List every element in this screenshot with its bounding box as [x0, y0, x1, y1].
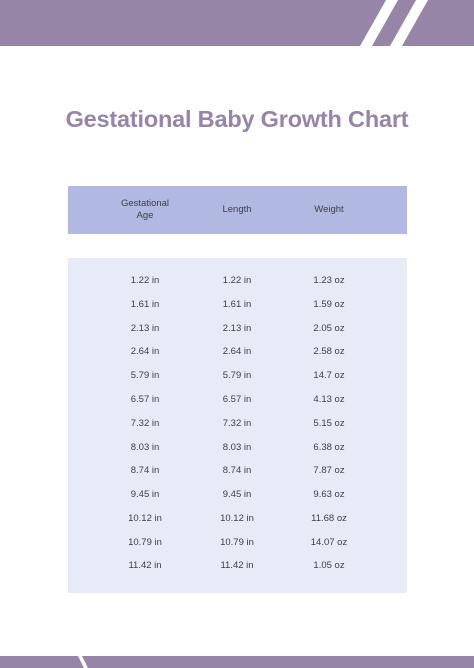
cell-weight: 6.38 oz [313, 442, 345, 453]
cell-weight: 7.87 oz [313, 465, 345, 476]
cell-length: 7.32 in [222, 418, 252, 429]
table-row: 7.32 in 7.32 in 5.15 oz [68, 414, 407, 434]
stripe-shape [390, 0, 428, 46]
cell-length: 2.13 in [222, 323, 252, 334]
table-row: 10.79 in 10.79 in 14.07 oz [68, 533, 407, 553]
table-row: 8.03 in 8.03 in 6.38 oz [68, 438, 407, 458]
table-row: 5.79 in 5.79 in 14.7 oz [68, 366, 407, 386]
column-header-gestational-age: Gestational Age [100, 186, 190, 234]
cell-gestational-age: 11.42 in [128, 560, 162, 571]
cell-weight: 1.05 oz [313, 560, 345, 571]
cell-gestational-age: 7.32 in [130, 418, 160, 429]
cell-gestational-age: 10.12 in [128, 513, 162, 524]
cell-gestational-age: 10.79 in [128, 537, 162, 548]
cell-weight: 4.13 oz [313, 394, 345, 405]
cell-weight: 9.63 oz [313, 489, 345, 500]
table-row: 1.22 in 1.22 in 1.23 oz [68, 271, 407, 291]
table-row: 2.13 in 2.13 in 2.05 oz [68, 319, 407, 339]
cell-gestational-age: 8.03 in [130, 442, 160, 453]
cell-length: 6.57 in [222, 394, 252, 405]
column-header-label: Gestational Age [120, 198, 170, 221]
cell-length: 10.79 in [220, 537, 254, 548]
top-band-shape [0, 0, 474, 46]
cell-gestational-age: 9.45 in [130, 489, 160, 500]
cell-length: 9.45 in [222, 489, 252, 500]
table-row: 2.64 in 2.64 in 2.58 oz [68, 342, 407, 362]
cell-length: 8.74 in [222, 465, 252, 476]
table-row: 9.45 in 9.45 in 9.63 oz [68, 485, 407, 505]
page-title: Gestational Baby Growth Chart [65, 106, 409, 132]
bottom-decorative-band [0, 656, 474, 668]
bottom-band-shape [0, 656, 474, 668]
cell-length: 5.79 in [222, 370, 252, 381]
cell-length: 1.22 in [222, 275, 252, 286]
band-segment [82, 656, 474, 668]
cell-gestational-age: 6.57 in [130, 394, 160, 405]
cell-weight: 11.68 oz [311, 513, 347, 524]
cell-gestational-age: 1.61 in [130, 299, 160, 310]
column-header-length: Length [192, 186, 282, 234]
top-decorative-band [0, 0, 474, 46]
cell-gestational-age: 5.79 in [130, 370, 160, 381]
column-header-label: Weight [314, 204, 344, 215]
cell-weight: 1.59 oz [313, 299, 345, 310]
cell-length: 10.12 in [220, 513, 254, 524]
cell-length: 1.61 in [222, 299, 252, 310]
table-row: 11.42 in 11.42 in 1.05 oz [68, 556, 407, 576]
cell-weight: 14.7 oz [313, 370, 345, 381]
table-body: 1.22 in 1.22 in 1.23 oz 1.61 in 1.61 in … [68, 258, 407, 593]
cell-weight: 5.15 oz [313, 418, 345, 429]
band-segment [0, 656, 84, 668]
cell-weight: 14.07 oz [310, 537, 348, 548]
column-header-label: Length [222, 204, 252, 215]
cell-gestational-age: 2.64 in [130, 346, 160, 357]
cell-gestational-age: 8.74 in [130, 465, 160, 476]
stripe-shape [360, 0, 398, 46]
cell-length: 2.64 in [222, 346, 252, 357]
table-row: 8.74 in 8.74 in 7.87 oz [68, 461, 407, 481]
table-row: 1.61 in 1.61 in 1.59 oz [68, 295, 407, 315]
cell-length: 8.03 in [222, 442, 252, 453]
table-row: 6.57 in 6.57 in 4.13 oz [68, 390, 407, 410]
cell-gestational-age: 1.22 in [130, 275, 160, 286]
cell-length: 11.42 in [220, 560, 254, 571]
cell-gestational-age: 2.13 in [130, 323, 160, 334]
cell-weight: 2.05 oz [313, 323, 345, 334]
cell-weight: 1.23 oz [313, 275, 345, 286]
table-row: 10.12 in 10.12 in 11.68 oz [68, 509, 407, 529]
cell-weight: 2.58 oz [313, 346, 345, 357]
column-header-weight: Weight [284, 186, 374, 234]
table-header: Gestational Age Length Weight [68, 186, 407, 234]
